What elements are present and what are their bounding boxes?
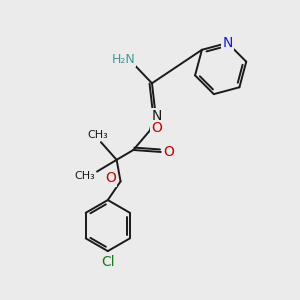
Text: CH₃: CH₃	[88, 130, 108, 140]
Text: H₂N: H₂N	[112, 53, 135, 66]
Text: O: O	[163, 145, 174, 159]
Text: N: N	[152, 109, 162, 123]
Text: O: O	[105, 172, 116, 185]
Text: O: O	[152, 122, 162, 135]
Text: CH₃: CH₃	[75, 172, 96, 182]
Text: N: N	[222, 36, 233, 50]
Text: Cl: Cl	[101, 255, 115, 269]
